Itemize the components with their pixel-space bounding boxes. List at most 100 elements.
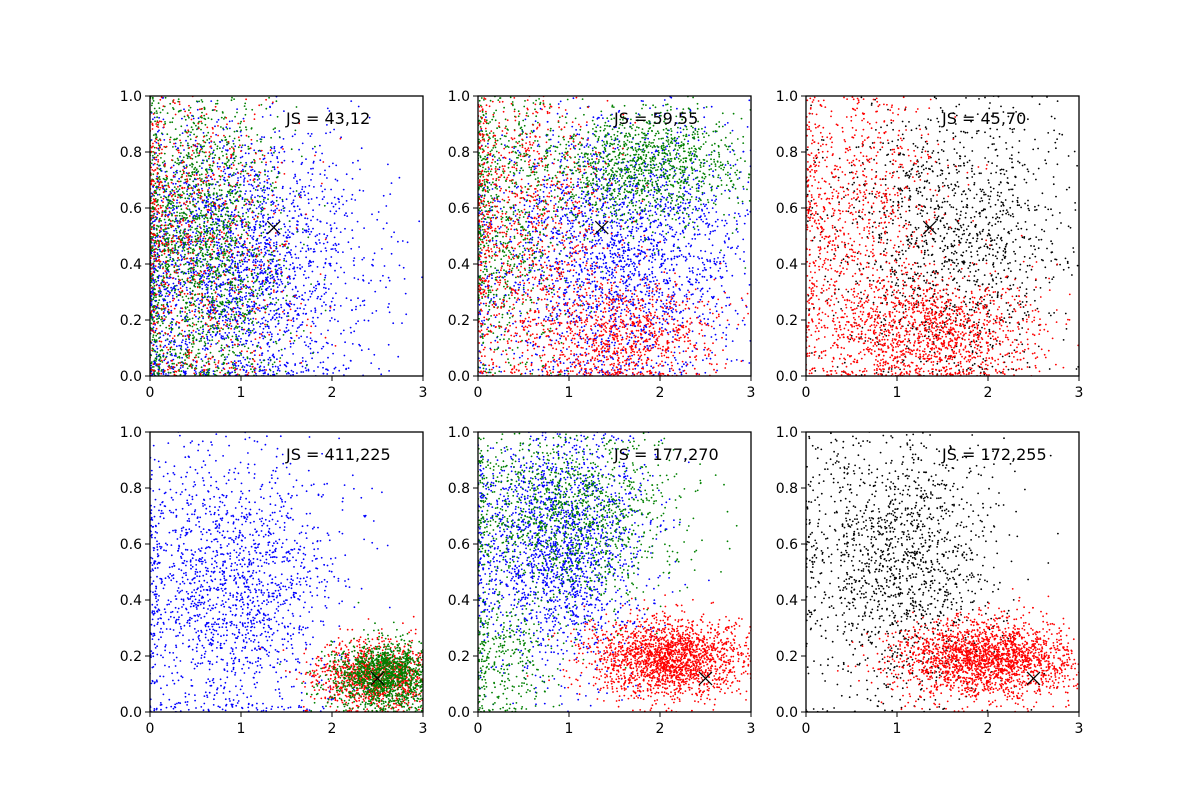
scatter-point bbox=[374, 290, 377, 293]
scatter-point bbox=[247, 224, 250, 227]
scatter-point bbox=[271, 258, 273, 261]
scatter-point bbox=[191, 310, 194, 312]
scatter-point bbox=[187, 334, 189, 337]
scatter-point bbox=[159, 217, 161, 220]
scatter-point bbox=[234, 269, 237, 272]
scatter-point bbox=[352, 161, 354, 164]
scatter-point bbox=[211, 336, 214, 338]
scatter-point bbox=[195, 238, 198, 241]
scatter-point bbox=[223, 252, 226, 255]
scatter-point bbox=[214, 307, 216, 310]
scatter-point bbox=[207, 331, 209, 334]
scatter-point bbox=[308, 228, 310, 231]
scatter-point bbox=[247, 312, 250, 314]
scatter-point bbox=[244, 298, 247, 300]
scatter-point bbox=[201, 360, 204, 362]
scatter-point bbox=[273, 187, 276, 189]
scatter-point bbox=[269, 309, 272, 312]
scatter-point bbox=[273, 249, 275, 252]
scatter-point bbox=[254, 223, 257, 226]
scatter-point bbox=[152, 220, 155, 223]
scatter-point bbox=[208, 193, 211, 196]
scatter-point bbox=[267, 358, 270, 361]
scatter-point bbox=[208, 368, 211, 370]
scatter-point bbox=[180, 109, 182, 112]
scatter-point bbox=[296, 228, 299, 231]
scatter-point bbox=[213, 301, 215, 304]
scatter-point bbox=[214, 125, 216, 128]
scatter-point bbox=[212, 309, 215, 312]
scatter-point bbox=[234, 207, 237, 210]
scatter-point bbox=[211, 301, 214, 304]
scatter-point bbox=[324, 287, 327, 290]
scatter-point bbox=[293, 266, 296, 268]
scatter-point bbox=[251, 280, 254, 283]
scatter-point bbox=[229, 231, 232, 234]
scatter-point bbox=[153, 316, 156, 319]
scatter-point bbox=[165, 214, 167, 217]
scatter-point bbox=[201, 252, 204, 255]
scatter-point bbox=[236, 246, 238, 248]
scatter-point bbox=[156, 315, 159, 317]
scatter-point bbox=[239, 130, 242, 133]
scatter-point bbox=[297, 215, 300, 217]
scatter-point bbox=[237, 211, 240, 214]
scatter-point bbox=[169, 348, 172, 351]
scatter-point bbox=[392, 322, 395, 325]
scatter-point bbox=[256, 140, 258, 142]
scatter-point bbox=[181, 341, 183, 344]
scatter-point bbox=[305, 312, 308, 315]
scatter-point bbox=[165, 326, 168, 329]
scatter-point bbox=[253, 175, 256, 177]
scatter-point bbox=[191, 293, 194, 295]
scatter-point bbox=[195, 202, 198, 205]
scatter-point bbox=[264, 281, 267, 283]
scatter-point bbox=[249, 318, 252, 320]
scatter-point bbox=[262, 221, 265, 223]
scatter-point bbox=[206, 229, 209, 232]
scatter-point bbox=[191, 297, 194, 300]
scatter-point bbox=[192, 199, 194, 201]
scatter-point bbox=[258, 304, 261, 307]
scatter-point bbox=[161, 349, 164, 352]
scatter-point bbox=[256, 189, 259, 192]
scatter-point bbox=[182, 156, 185, 159]
scatter-point bbox=[296, 290, 299, 293]
scatter-point bbox=[264, 288, 267, 291]
scatter-point bbox=[155, 314, 157, 317]
scatter-point bbox=[160, 120, 163, 123]
scatter-point bbox=[268, 253, 270, 256]
scatter-point bbox=[193, 369, 196, 372]
scatter-point bbox=[211, 324, 214, 327]
scatter-point bbox=[185, 182, 188, 185]
scatter-point bbox=[382, 227, 385, 230]
scatter-point bbox=[178, 355, 181, 358]
scatter-point bbox=[213, 304, 216, 307]
scatter-point bbox=[184, 370, 187, 373]
scatter-point bbox=[250, 196, 253, 199]
scatter-point bbox=[236, 262, 239, 265]
scatter-point bbox=[292, 201, 294, 204]
scatter-point bbox=[191, 267, 194, 270]
scatter-point bbox=[258, 242, 260, 245]
scatter-point bbox=[282, 310, 284, 313]
scatter-point bbox=[267, 266, 270, 269]
scatter-point bbox=[167, 202, 170, 205]
scatter-point bbox=[345, 173, 348, 176]
scatter-point bbox=[164, 295, 167, 298]
scatter-point bbox=[173, 354, 176, 357]
scatter-point bbox=[303, 308, 305, 310]
scatter-point bbox=[249, 294, 252, 297]
scatter-point bbox=[160, 220, 163, 222]
scatter-point bbox=[238, 313, 241, 316]
scatter-point bbox=[233, 246, 236, 249]
scatter-point bbox=[329, 131, 332, 134]
scatter-point bbox=[169, 141, 172, 144]
scatter-point bbox=[272, 353, 275, 356]
scatter-point bbox=[165, 170, 168, 173]
scatter-point bbox=[258, 223, 261, 226]
scatter-point bbox=[271, 194, 274, 197]
scatter-point bbox=[239, 283, 242, 285]
scatter-point bbox=[239, 261, 241, 264]
scatter-point bbox=[290, 369, 293, 372]
